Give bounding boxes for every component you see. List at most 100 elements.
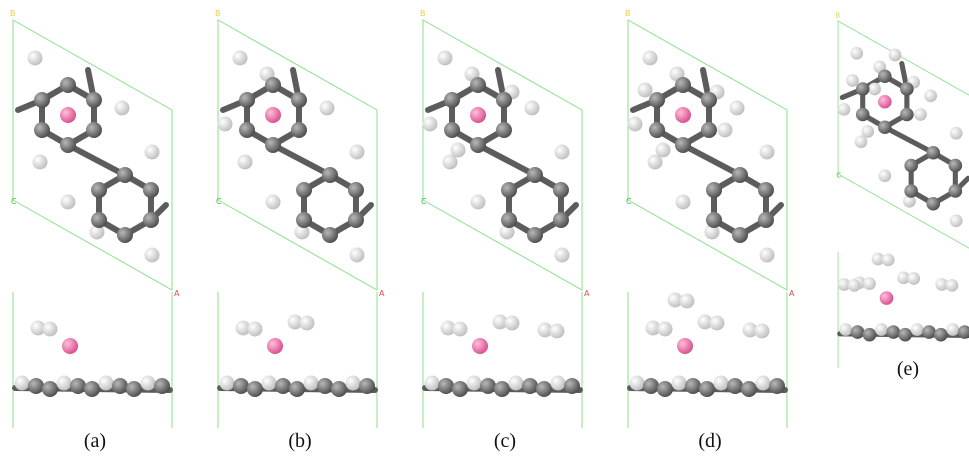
hydrogen-atom: [656, 143, 671, 158]
carbon-atom: [444, 122, 460, 138]
hydrogen-atom: [550, 324, 565, 339]
carbon-atom: [527, 227, 543, 243]
carbon-atom: [727, 378, 743, 394]
carbon-atom: [60, 137, 76, 153]
hydrogen-atom: [346, 376, 361, 391]
carbon-atom: [675, 137, 691, 153]
carbon-atom: [706, 212, 722, 228]
carbon-atom: [949, 184, 963, 198]
hydrogen-atom: [848, 279, 861, 292]
hydrogen-atom: [320, 101, 335, 116]
carbon-atom: [233, 378, 249, 394]
carbon-atom: [331, 381, 347, 397]
carbon-atom: [732, 167, 748, 183]
carbon-atom: [758, 212, 774, 228]
hydrogen-atom: [115, 101, 130, 116]
hydrogen-atom: [423, 117, 438, 132]
lithium-atom: [62, 338, 78, 354]
carbon-atom: [348, 182, 364, 198]
carbon-atom: [28, 378, 44, 394]
hydrogen-atom: [950, 214, 963, 227]
hydrogen-atom: [438, 51, 453, 66]
carbon-atom: [701, 92, 717, 108]
hydrogen-atom: [61, 195, 76, 210]
carbon-atom: [70, 378, 86, 394]
axis-label: C: [11, 197, 17, 206]
hydrogen-atom: [99, 376, 114, 391]
carbon-atom: [154, 378, 170, 394]
hydrogen-atom: [730, 101, 745, 116]
carbon-atom: [527, 167, 543, 183]
hydrogen-atom: [555, 248, 570, 263]
carbon-atom: [322, 167, 338, 183]
hydrogen-atom: [950, 127, 963, 140]
hydrogen-atom: [882, 253, 895, 266]
carbon-atom: [34, 122, 50, 138]
hydrogen-atom: [924, 89, 937, 102]
axis-label: B: [420, 9, 426, 18]
hydrogen-atom: [718, 123, 733, 138]
carbon-atom: [480, 378, 496, 394]
hydrogen-atom: [141, 376, 156, 391]
carbon-atom: [470, 77, 486, 93]
carbon-atom: [898, 328, 912, 342]
carbon-atom: [904, 159, 918, 173]
carbon-atom: [438, 378, 454, 394]
lithium-atom: [675, 107, 691, 123]
lithium-atom: [60, 107, 76, 123]
carbon-atom: [851, 325, 865, 339]
panel-caption: (b): [288, 430, 311, 452]
carbon-atom: [934, 328, 948, 342]
axis-label: B: [836, 12, 841, 20]
bond: [683, 145, 740, 175]
carbon-atom: [706, 182, 722, 198]
lithium-atom: [267, 338, 283, 354]
carbon-atom: [143, 182, 159, 198]
carbon-atom: [317, 378, 333, 394]
carbon-atom: [265, 77, 281, 93]
carbon-atom: [322, 227, 338, 243]
carbon-atom: [553, 182, 569, 198]
carbon-atom: [926, 146, 940, 160]
carbon-atom: [701, 122, 717, 138]
panel: B C (e): [836, 12, 969, 380]
hydrogen-atom: [218, 117, 233, 132]
carbon-atom: [926, 197, 940, 211]
hydrogen-atom: [471, 195, 486, 210]
hydrogen-atom: [233, 51, 248, 66]
panel: BCA(d): [625, 9, 795, 452]
axis-label: C: [836, 171, 841, 179]
carbon-atom: [649, 122, 665, 138]
carbon-atom: [60, 77, 76, 93]
axis-label: C: [626, 197, 632, 206]
hydrogen-atom: [350, 145, 365, 160]
carbon-atom: [239, 92, 255, 108]
hydrogen-atom: [760, 248, 775, 263]
panel-caption: (a): [84, 430, 106, 452]
hydrogen-atom: [946, 279, 959, 292]
carbon-atom: [452, 381, 468, 397]
hydrogen-atom: [946, 323, 959, 336]
hydrogen-atom: [220, 376, 235, 391]
bond: [478, 145, 535, 175]
carbon-atom: [496, 92, 512, 108]
hydrogen-atom: [676, 195, 691, 210]
hydrogen-atom: [467, 376, 482, 391]
axis-label: A: [584, 289, 590, 298]
panel-caption: (e): [897, 358, 919, 380]
hydrogen-atom: [525, 101, 540, 116]
carbon-atom: [291, 92, 307, 108]
axis-label: C: [421, 197, 427, 206]
hydrogen-atom: [863, 277, 876, 290]
hydrogen-atom: [760, 145, 775, 160]
lithium-atom: [677, 338, 693, 354]
carbon-atom: [112, 378, 128, 394]
panel: BCA(b): [215, 9, 385, 452]
axis-label: C: [216, 197, 222, 206]
axis-label: A: [174, 289, 180, 298]
hydrogen-atom: [425, 376, 440, 391]
carbon-atom: [501, 212, 517, 228]
carbon-atom: [657, 381, 673, 397]
hydrogen-atom: [262, 376, 277, 391]
carbon-atom: [239, 122, 255, 138]
